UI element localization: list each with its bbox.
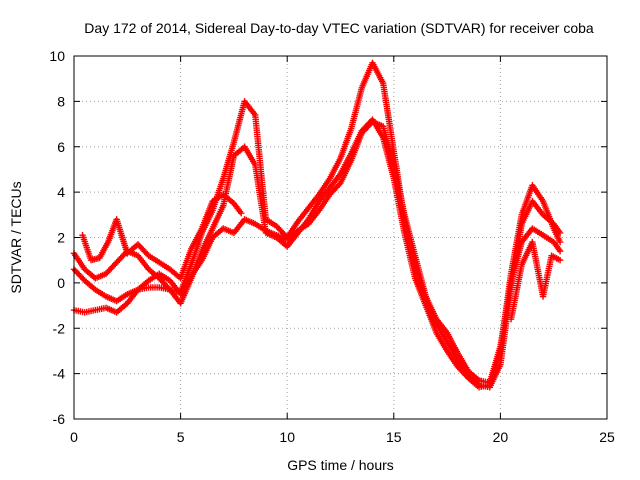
x-tick-label: 10	[279, 429, 295, 445]
y-tick-label: -2	[53, 320, 66, 336]
data-point	[556, 238, 564, 246]
y-tick-label: -4	[53, 366, 66, 382]
chart-title: Day 172 of 2014, Sidereal Day-to-day VTE…	[84, 20, 594, 36]
chart-ticks: 0 5 10 15 20 25 -6 -4 -2 0 2 4 6 8 10	[49, 48, 615, 445]
y-tick-label: 8	[57, 93, 65, 109]
y-tick-label: -6	[53, 411, 66, 427]
y-tick-label: 0	[57, 275, 65, 291]
x-tick-label: 5	[177, 429, 185, 445]
data-point	[556, 247, 564, 255]
data-point	[556, 256, 564, 264]
y-tick-label: 10	[49, 48, 65, 64]
chart-marks	[70, 59, 564, 391]
x-tick-label: 25	[599, 429, 615, 445]
y-tick-label: 2	[57, 230, 65, 246]
y-tick-label: 6	[57, 139, 65, 155]
series-track-3	[70, 118, 564, 386]
y-tick-label: 4	[57, 184, 65, 200]
x-axis-label: GPS time / hours	[287, 457, 394, 473]
y-axis-label: SDTVAR / TECUs	[8, 181, 24, 293]
data-point	[238, 209, 245, 217]
x-tick-label: 20	[493, 429, 509, 445]
x-tick-label: 0	[70, 429, 78, 445]
x-tick-label: 15	[386, 429, 402, 445]
series-track-4	[79, 191, 564, 323]
data-point	[335, 181, 343, 188]
